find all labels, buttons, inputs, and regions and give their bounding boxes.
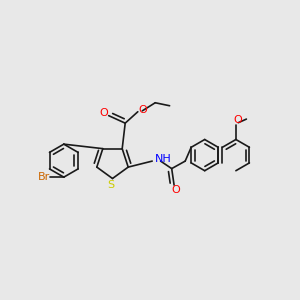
Text: O: O [233, 115, 242, 125]
Text: O: O [171, 185, 180, 196]
Text: Br: Br [38, 172, 50, 182]
Text: O: O [99, 108, 108, 118]
Text: NH: NH [154, 154, 171, 164]
Text: O: O [139, 105, 148, 115]
Text: S: S [107, 180, 115, 190]
